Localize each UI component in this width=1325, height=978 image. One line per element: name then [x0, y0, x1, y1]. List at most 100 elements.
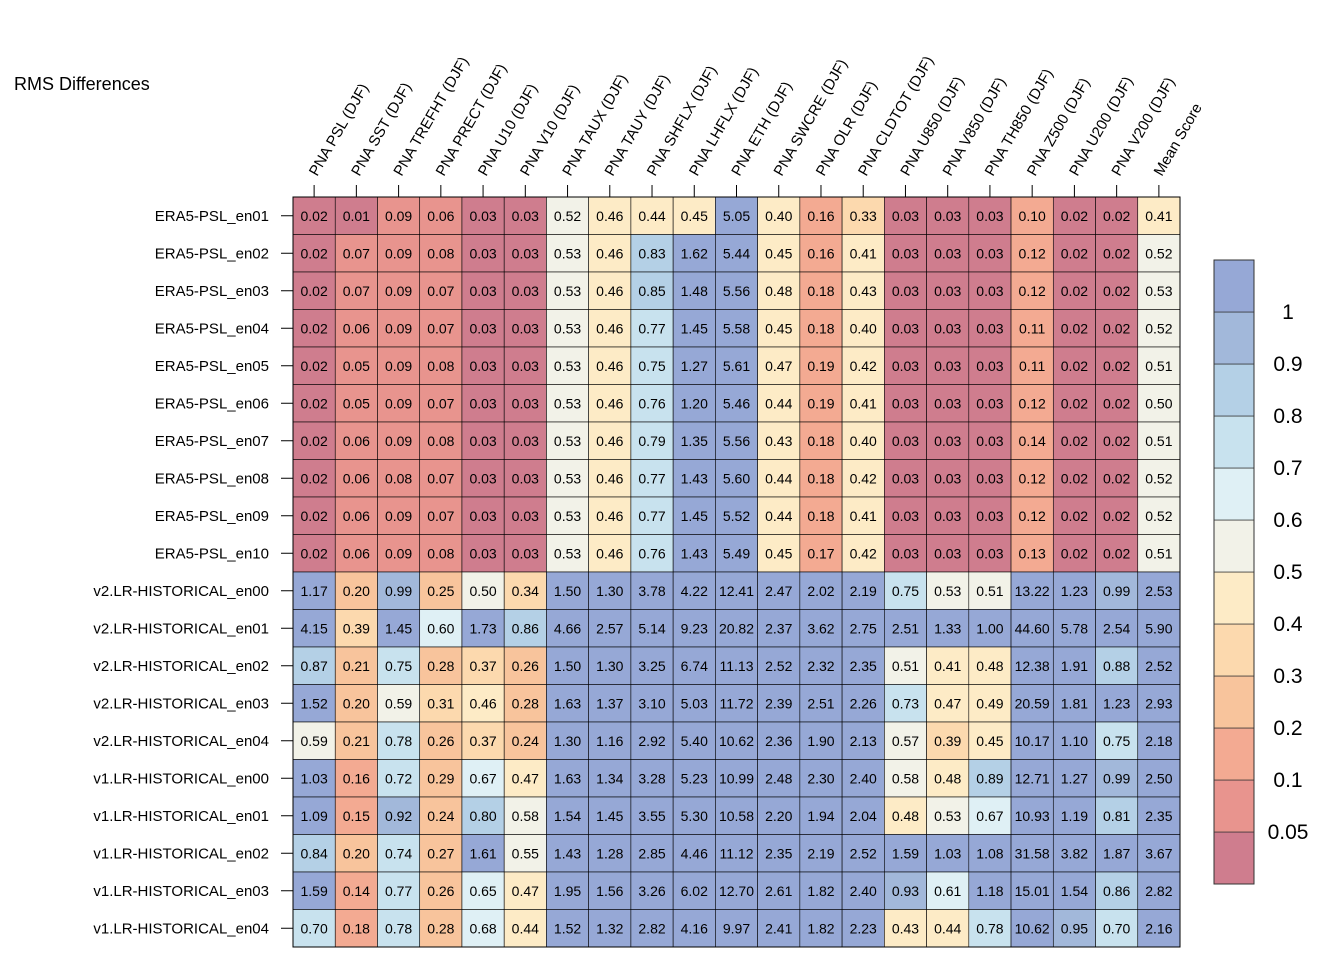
cell-value-label: 2.35: [850, 658, 877, 674]
heatmap-cell: [334, 421, 378, 460]
chart-title: RMS Differences: [14, 74, 150, 94]
cell-value-label: 0.83: [638, 245, 665, 261]
cell-value-label: 0.86: [512, 620, 539, 636]
cell-value-label: 0.02: [1061, 433, 1088, 449]
colorbar-tick-label: 0.8: [1273, 405, 1302, 428]
cell-value-label: 0.93: [892, 883, 919, 899]
cell-value-label: 0.02: [1061, 245, 1088, 261]
cell-value-label: 0.03: [976, 545, 1003, 561]
cell-value-label: 0.47: [765, 358, 792, 374]
heatmap-cell: [1095, 309, 1139, 348]
heatmap-frame: [292, 196, 1181, 948]
heatmap-cell: [334, 234, 378, 273]
cell-value-label: 2.04: [850, 808, 877, 824]
heatmap-cell: [926, 909, 970, 948]
cell-value-label: 0.05: [343, 358, 370, 374]
cell-value-label: 3.62: [807, 620, 834, 636]
heatmap-cell: [546, 646, 589, 685]
cell-value-label: 5.90: [1145, 620, 1172, 636]
cell-value-label: 0.03: [934, 395, 961, 411]
cell-value-label: 0.39: [934, 733, 961, 749]
cell-value-label: 0.11: [1019, 320, 1045, 336]
cell-value-label: 0.48: [765, 283, 792, 299]
heatmap-cell: [757, 571, 801, 610]
heatmap-cell: [546, 909, 589, 948]
cell-value-label: 0.75: [1103, 733, 1130, 749]
cell-value-label: 0.24: [427, 808, 454, 824]
cell-value-label: 0.03: [892, 358, 919, 374]
cell-value-label: 0.80: [469, 808, 496, 824]
colorbar-segment: [1213, 311, 1255, 365]
heatmap-cell: [292, 721, 336, 760]
cell-value-label: 0.03: [512, 470, 539, 486]
cell-value-label: 0.03: [934, 545, 961, 561]
cell-value-label: 0.18: [807, 320, 834, 336]
cell-value-label: 1.27: [1061, 770, 1088, 786]
cell-value-label: 0.99: [1103, 770, 1130, 786]
cell-value-label: 10.62: [719, 733, 754, 749]
cell-value-label: 1.19: [1061, 808, 1088, 824]
heatmap-cell: [1010, 721, 1054, 760]
cell-value-label: 0.20: [343, 583, 370, 599]
cell-value-label: 2.40: [850, 883, 877, 899]
cell-value-label: 0.09: [385, 508, 412, 524]
cell-value-label: 1.82: [807, 883, 834, 899]
row-label: ERA5-PSL_en01: [155, 208, 269, 225]
heatmap-cell: [926, 496, 970, 535]
heatmap-cell: [841, 721, 885, 760]
cell-value-label: 1.59: [300, 883, 327, 899]
heatmap-cell: [884, 871, 927, 910]
heatmap-cell: [757, 721, 801, 760]
cell-value-label: 1.54: [554, 808, 581, 824]
cell-value-label: 5.52: [723, 508, 750, 524]
heatmap-cell: [672, 534, 716, 573]
cell-value-label: 0.42: [850, 545, 877, 561]
heatmap-cell: [968, 234, 1012, 273]
heatmap-cell: [1052, 571, 1096, 610]
cell-value-label: 1.16: [596, 733, 623, 749]
cell-value-label: 0.44: [765, 508, 792, 524]
heatmap-cell: [503, 346, 547, 385]
cell-value-label: 5.56: [723, 433, 750, 449]
heatmap-cell: [884, 609, 927, 648]
cell-value-label: 0.14: [1019, 433, 1046, 449]
cell-value-label: 0.58: [512, 808, 539, 824]
cell-value-label: 0.20: [343, 845, 370, 861]
cell-value-label: 0.53: [554, 545, 581, 561]
cell-value-label: 0.02: [300, 508, 327, 524]
cell-value-label: 0.03: [934, 245, 961, 261]
cell-value-label: 2.35: [1145, 808, 1172, 824]
cell-value-label: 2.48: [765, 770, 792, 786]
heatmap-cell: [1052, 271, 1096, 310]
cell-value-label: 0.03: [892, 433, 919, 449]
cell-value-label: 10.58: [719, 808, 754, 824]
cell-value-label: 0.44: [765, 395, 792, 411]
heatmap-cell: [292, 834, 336, 873]
cell-value-label: 0.16: [343, 770, 370, 786]
cell-value-label: 0.03: [892, 395, 919, 411]
heatmap-cell: [884, 384, 927, 423]
heatmap-cell: [672, 496, 716, 535]
heatmap-cell: [1052, 759, 1096, 798]
cell-value-label: 0.53: [934, 808, 961, 824]
cell-value-label: 1.50: [554, 583, 581, 599]
cell-value-label: 5.23: [681, 770, 708, 786]
heatmap-cell: [461, 234, 505, 273]
heatmap-cell: [799, 609, 843, 648]
heatmap-cell: [799, 646, 843, 685]
cell-value-label: 0.18: [343, 920, 370, 936]
heatmap-cell: [292, 796, 336, 835]
cell-value-label: 0.12: [1019, 283, 1046, 299]
heatmap-cell: [1010, 234, 1054, 273]
cell-value-label: 0.46: [596, 245, 623, 261]
cell-value-label: 5.78: [1061, 620, 1088, 636]
cell-value-label: 0.51: [976, 583, 1003, 599]
row-label: v1.LR-HISTORICAL_en03: [93, 883, 269, 900]
heatmap-cell: [377, 909, 421, 948]
cell-value-label: 0.07: [427, 470, 454, 486]
cell-value-label: 0.02: [300, 245, 327, 261]
heatmap-cells: 0.02 0.01 0.09 0.06 0.03 0.03 0.52 0.46 0.44 0.45…: [292, 196, 1181, 948]
cell-value-label: 0.40: [765, 208, 792, 224]
cell-value-label: 0.48: [976, 658, 1003, 674]
cell-value-label: 0.99: [385, 583, 412, 599]
